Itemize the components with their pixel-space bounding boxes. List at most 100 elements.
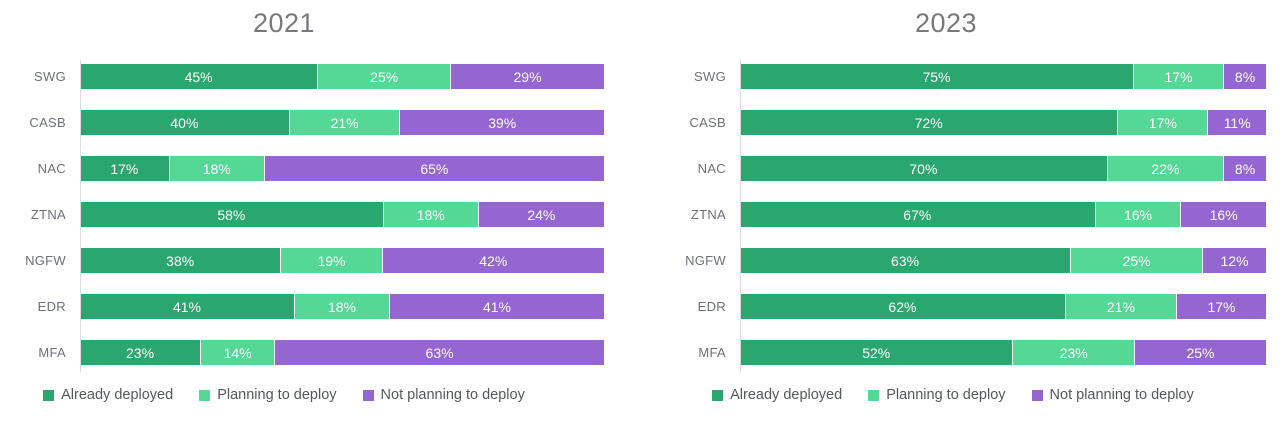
legend-item-already-deployed: Already deployed xyxy=(43,387,173,403)
bar-value-label: 11% xyxy=(1223,114,1251,131)
bar-value-label: 17% xyxy=(1164,68,1193,85)
legend-item-planning-to-deploy: Planning to deploy xyxy=(199,387,337,403)
legend-label: Not planning to deploy xyxy=(1049,387,1194,403)
legend-swatch-icon xyxy=(362,389,374,401)
bar-track: 40% 21% 39% xyxy=(80,110,604,135)
bar-value-label: 16% xyxy=(1123,206,1152,223)
chart-2021: 2021 SWG 45% 25% 29% CASB 40% 21% 39% NAC 17% 18% 6… xyxy=(0,8,604,403)
bar-value-label: 29% xyxy=(513,68,542,85)
bar-segment: 72% xyxy=(740,110,1118,135)
bar-segment: 41% xyxy=(80,294,295,319)
chart-row-ngfw: NGFW 38% 19% 42% xyxy=(0,248,604,273)
chart-row-casb: CASB 72% 17% 11% xyxy=(640,110,1266,135)
bar-segment: 39% xyxy=(400,110,604,135)
bar-value-label: 17% xyxy=(1148,114,1177,131)
legend-label: Planning to deploy xyxy=(217,387,337,403)
bar-segment: 67% xyxy=(740,202,1095,227)
chart-row-ztna: ZTNA 58% 18% 24% xyxy=(0,202,604,227)
bar-segment: 41% xyxy=(389,294,604,319)
category-label: SWG xyxy=(694,69,726,84)
bar-segment: 63% xyxy=(740,248,1071,273)
bar-segment: 18% xyxy=(169,156,264,181)
bar-value-label: 52% xyxy=(862,344,891,361)
bar-value-label: 23% xyxy=(1059,344,1088,361)
bar-segment: 21% xyxy=(289,110,400,135)
bar-value-label: 8% xyxy=(1234,68,1256,85)
bar-segment: 24% xyxy=(478,202,604,227)
legend-2023: Already deployed Planning to deploy Not … xyxy=(640,387,1266,403)
category-label: EDR xyxy=(697,299,726,314)
bar-segment: 18% xyxy=(383,202,478,227)
bar-segment: 8% xyxy=(1224,156,1266,181)
legend-swatch-icon xyxy=(1031,389,1043,401)
bar-track: 75% 17% 8% xyxy=(740,64,1266,89)
bar-segment: 40% xyxy=(80,110,289,135)
bar-value-label: 45% xyxy=(184,68,213,85)
legend-item-not-planning-to-deploy: Not planning to deploy xyxy=(1031,387,1194,403)
bar-value-label: 75% xyxy=(922,68,951,85)
legend-swatch-icon xyxy=(868,389,880,401)
category-label: NGFW xyxy=(685,253,726,268)
legend-2021: Already deployed Planning to deploy Not … xyxy=(0,387,568,403)
bar-track: 23% 14% 63% xyxy=(80,340,604,365)
chart-row-nac: NAC 70% 22% 8% xyxy=(640,156,1266,181)
bar-value-label: 41% xyxy=(172,298,202,315)
category-label: NGFW xyxy=(25,253,66,268)
category-label: ZTNA xyxy=(690,207,726,222)
category-label: ZTNA xyxy=(30,207,66,222)
chart-row-swg: SWG 75% 17% 8% xyxy=(640,64,1266,89)
legend-swatch-icon xyxy=(43,389,55,401)
bar-value-label: 25% xyxy=(1122,252,1151,269)
bar-value-label: 65% xyxy=(420,160,449,177)
bar-track: 62% 21% 17% xyxy=(740,294,1266,319)
category-label: MFA xyxy=(38,345,66,360)
legend-label: Planning to deploy xyxy=(886,387,1006,403)
bar-track: 38% 19% 42% xyxy=(80,248,604,273)
bar-segment: 8% xyxy=(1224,64,1266,89)
bar-segment: 70% xyxy=(740,156,1107,181)
bar-value-label: 21% xyxy=(330,114,359,131)
bar-segment: 45% xyxy=(80,64,318,89)
bar-value-label: 24% xyxy=(527,206,556,223)
chart-row-edr: EDR 62% 21% 17% xyxy=(640,294,1266,319)
bar-segment: 25% xyxy=(1071,248,1203,273)
bar-segment: 42% xyxy=(382,248,604,273)
chart-row-mfa: MFA 52% 23% 25% xyxy=(640,340,1266,365)
bar-value-label: 72% xyxy=(914,114,943,131)
bar-segment: 29% xyxy=(451,64,604,89)
bar-track: 63% 25% 12% xyxy=(740,248,1266,273)
bar-segment: 16% xyxy=(1181,202,1266,227)
bar-value-label: 41% xyxy=(482,298,511,315)
legend-item-already-deployed: Already deployed xyxy=(712,387,842,403)
legend-item-not-planning-to-deploy: Not planning to deploy xyxy=(362,387,525,403)
bar-value-label: 17% xyxy=(1207,298,1236,315)
bar-value-label: 63% xyxy=(425,344,454,361)
bar-segment: 17% xyxy=(1118,110,1208,135)
category-label: EDR xyxy=(37,299,66,314)
category-label: NAC xyxy=(37,161,66,176)
bar-value-label: 14% xyxy=(223,344,252,361)
legend-item-planning-to-deploy: Planning to deploy xyxy=(868,387,1006,403)
bar-value-label: 40% xyxy=(170,114,199,131)
chart-title-2023: 2023 xyxy=(914,8,978,38)
bar-segment: 17% xyxy=(80,156,169,181)
bar-value-label: 63% xyxy=(891,252,920,269)
bar-segment: 21% xyxy=(1065,294,1176,319)
bar-segment: 62% xyxy=(740,294,1065,319)
bar-segment: 25% xyxy=(1135,340,1266,365)
bar-segment: 14% xyxy=(201,340,275,365)
bar-value-label: 67% xyxy=(903,206,932,223)
chart-plot-2023: SWG 75% 17% 8% CASB 72% 17% 11% NAC 70% 22% 8% ZTNA 6… xyxy=(640,60,1266,372)
bar-track: 17% 18% 65% xyxy=(80,156,604,181)
chart-row-mfa: MFA 23% 14% 63% xyxy=(0,340,604,365)
legend-label: Not planning to deploy xyxy=(380,387,525,403)
legend-label: Already deployed xyxy=(730,387,843,403)
bar-segment: 38% xyxy=(80,248,281,273)
bar-segment: 65% xyxy=(264,156,604,181)
bar-segment: 52% xyxy=(740,340,1013,365)
bar-value-label: 18% xyxy=(416,206,445,223)
bar-value-label: 42% xyxy=(479,252,508,269)
bar-segment: 11% xyxy=(1208,110,1266,135)
bar-value-label: 38% xyxy=(166,252,195,269)
